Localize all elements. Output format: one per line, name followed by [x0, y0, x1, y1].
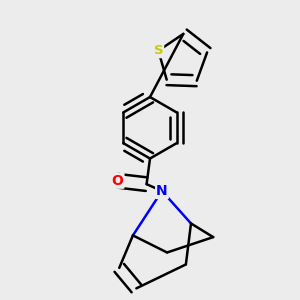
- Text: N: N: [156, 184, 168, 198]
- Text: O: O: [112, 174, 124, 188]
- Text: S: S: [154, 44, 163, 57]
